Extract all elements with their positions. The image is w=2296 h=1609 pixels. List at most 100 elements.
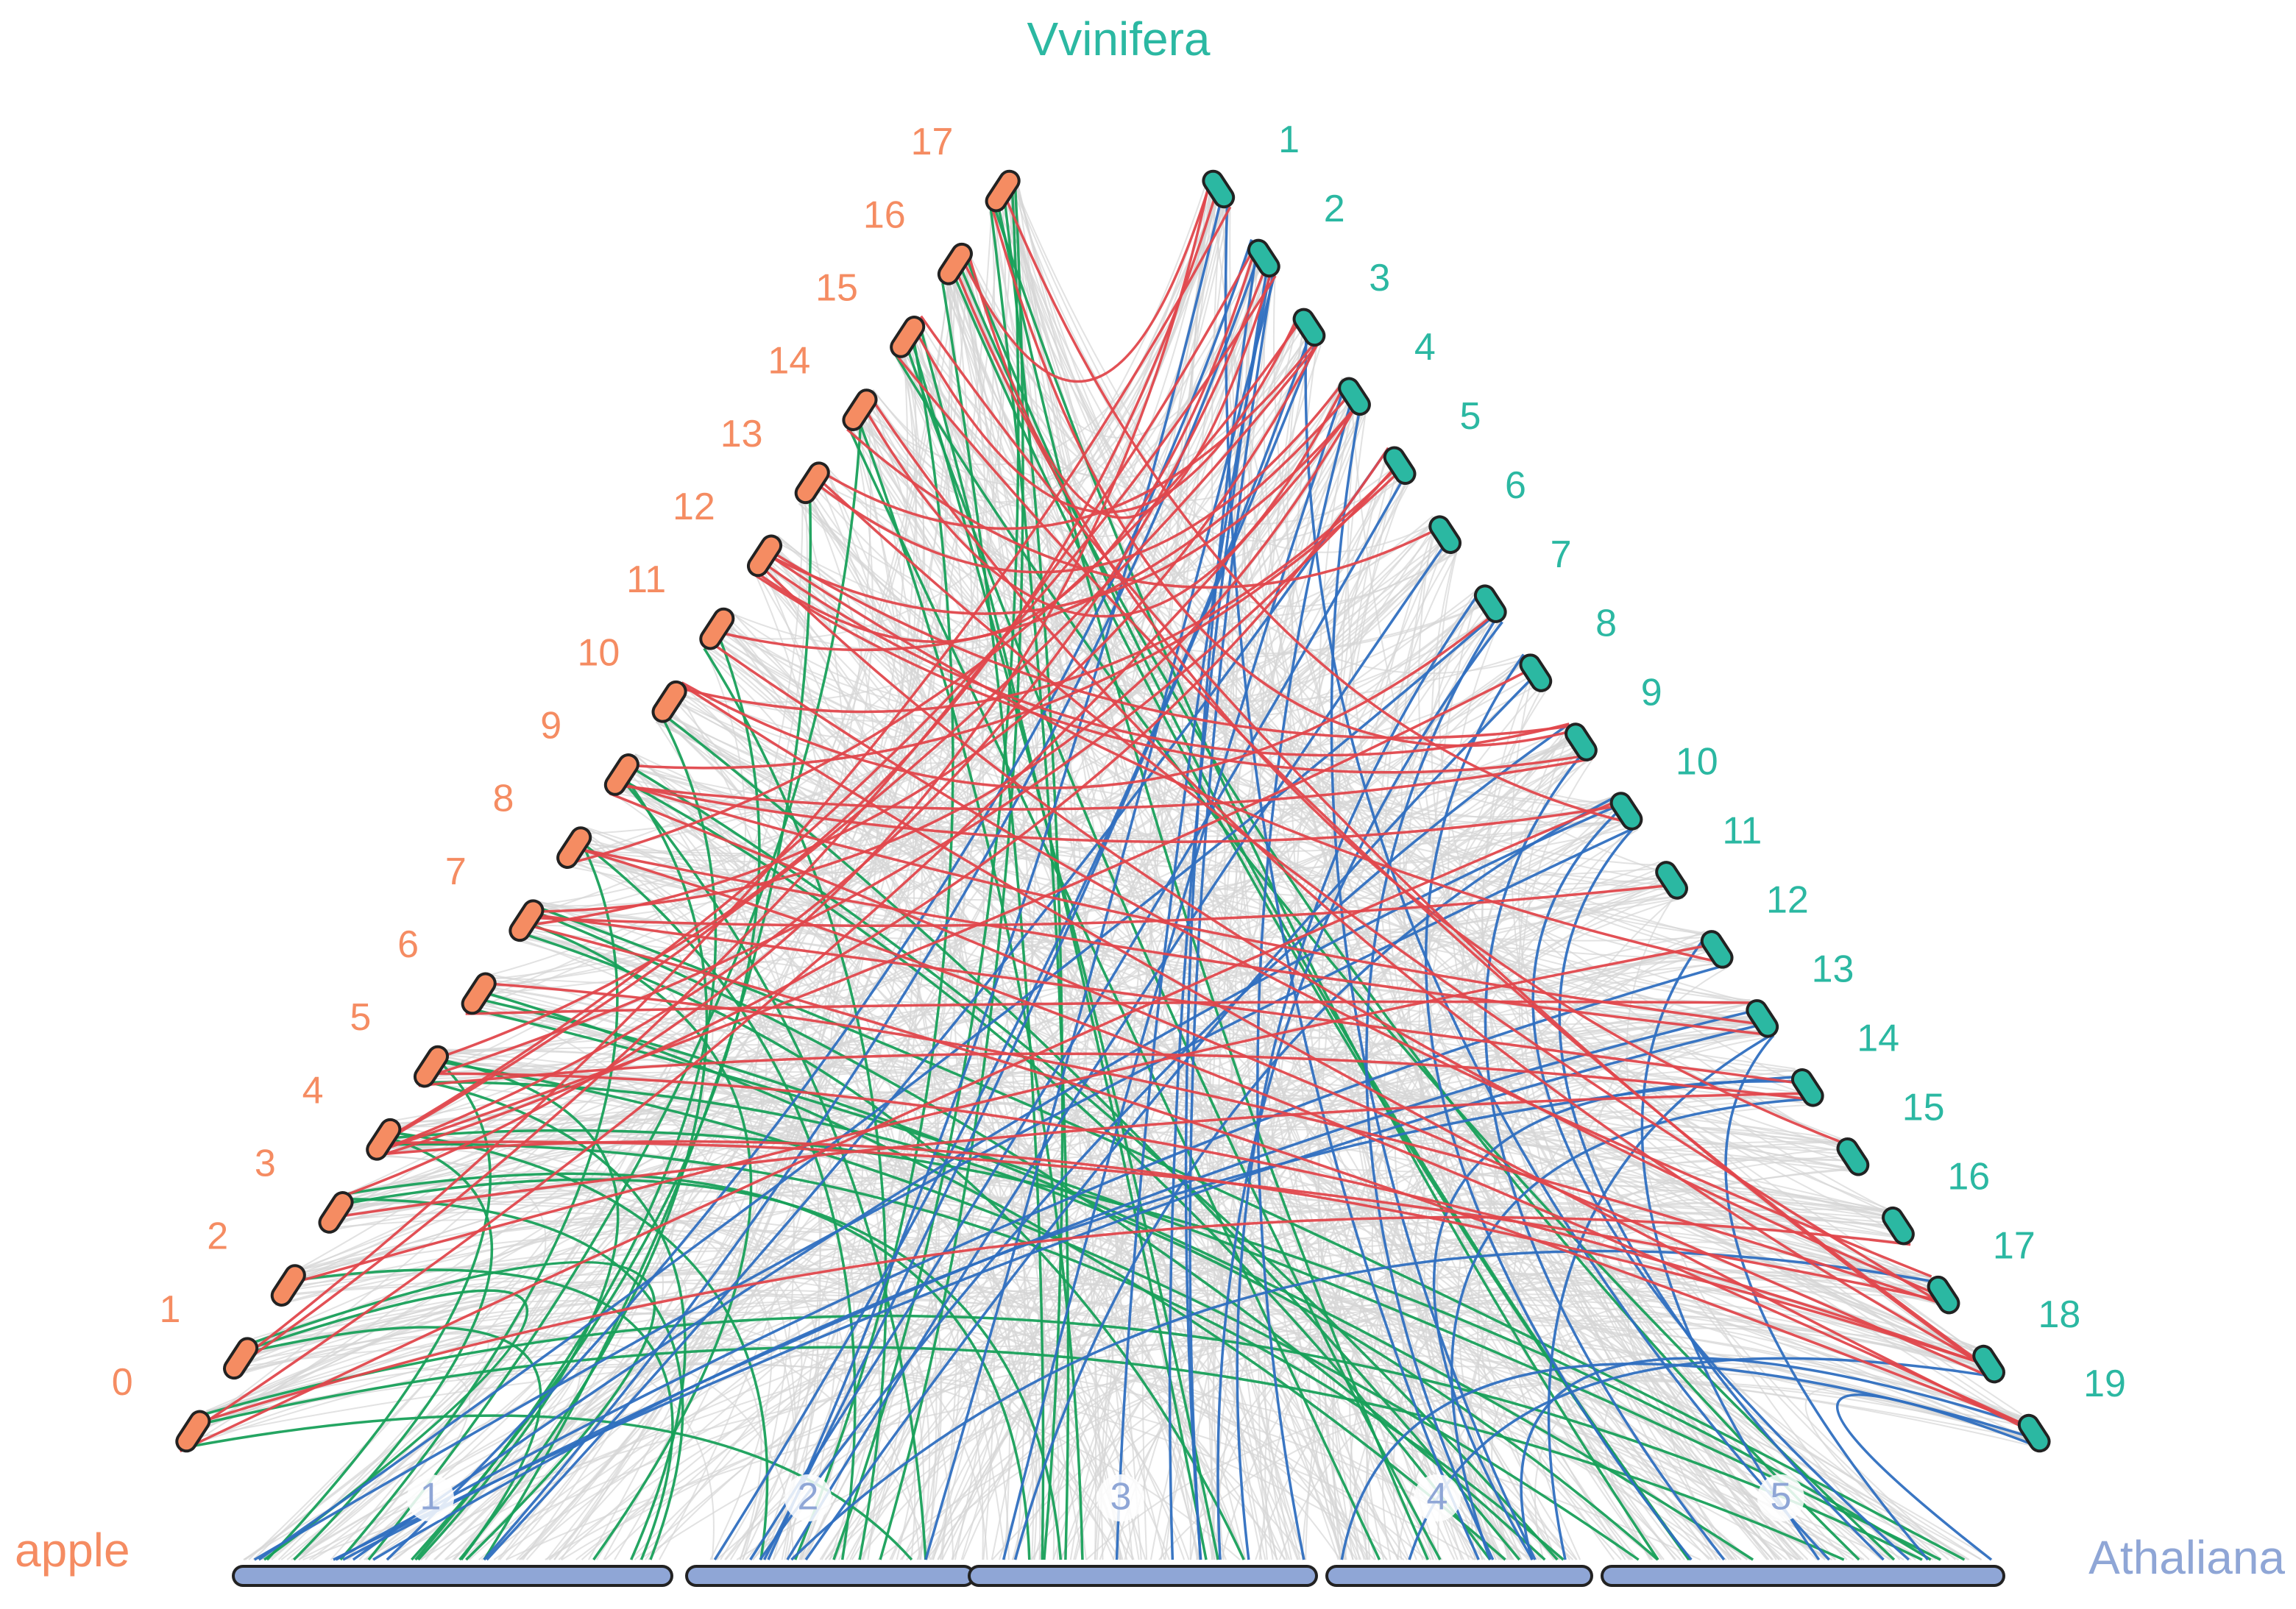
chromosome: [1885, 1209, 1912, 1243]
link: [1386, 1069, 1797, 1560]
link: [330, 1211, 1388, 1560]
link: [614, 757, 1592, 811]
link: [615, 782, 1623, 843]
link: [332, 322, 1307, 1218]
synteny-links: [179, 171, 2047, 1561]
chromosome: [702, 610, 732, 647]
link: [1286, 320, 1836, 1560]
chromosome: [988, 172, 1018, 210]
link: [1331, 477, 1560, 1560]
link: [426, 1072, 1991, 1368]
link: [325, 1218, 1115, 1560]
link: [708, 640, 1932, 1278]
chromosome: [1205, 172, 1233, 206]
chromosome-label: 7: [1551, 533, 1572, 576]
chromosome: [1793, 1071, 1821, 1104]
link: [418, 1052, 1816, 1101]
link: [535, 905, 1966, 1561]
link: [421, 1079, 687, 1560]
link: [848, 426, 1247, 1560]
link: [662, 711, 1669, 900]
label-background: [1097, 1474, 1144, 1521]
link: [370, 447, 1389, 1160]
chromosome-label: 18: [2038, 1293, 2081, 1336]
link: [920, 315, 1997, 1377]
link: [417, 1057, 620, 1561]
link: [258, 612, 1498, 1561]
link: [723, 617, 940, 1560]
link: [1230, 384, 1348, 1560]
link: [391, 1118, 1969, 1560]
link: [1484, 748, 1726, 1561]
link: [1400, 522, 1660, 1560]
link: [619, 776, 927, 1560]
chromosome-label: 14: [1857, 1017, 1899, 1059]
link: [918, 319, 2023, 1416]
link: [1572, 1029, 1793, 1560]
link: [532, 401, 1360, 913]
chromosome-label: 4: [1427, 1476, 1448, 1519]
link: [772, 543, 1850, 1152]
link: [386, 238, 1253, 1561]
link: [347, 1172, 1031, 1560]
link: [423, 462, 1400, 1079]
link: [1317, 463, 1400, 1560]
link: [525, 920, 753, 1561]
chromosome: [845, 391, 875, 428]
link: [1626, 889, 1901, 1560]
chromosome: [654, 683, 684, 720]
chromosome-label: 3: [1110, 1476, 1132, 1519]
link: [188, 547, 1454, 1440]
link: [857, 1140, 1843, 1560]
link: [392, 861, 1660, 1560]
link: [373, 1140, 1991, 1368]
link: [485, 981, 1952, 1308]
link: [862, 382, 1347, 618]
link: [352, 803, 1623, 1561]
link: [460, 831, 705, 1560]
chromosome: [1431, 518, 1459, 551]
link: [203, 1314, 1923, 1561]
link: [768, 424, 923, 1560]
link: [823, 463, 1634, 824]
label-background: [784, 1474, 832, 1521]
link: [525, 447, 1389, 924]
link: [441, 1048, 1038, 1560]
chromosome: [940, 245, 970, 283]
link: [419, 1083, 1727, 1560]
link: [291, 1268, 674, 1560]
link: [515, 936, 882, 1560]
link: [1305, 802, 1622, 1560]
link: [849, 344, 1322, 1560]
link: [246, 1289, 528, 1561]
link: [804, 672, 1537, 1560]
link: [1450, 1097, 1815, 1560]
link: [762, 338, 1319, 1560]
link: [944, 279, 1809, 1560]
link: [253, 1280, 595, 1560]
chromosome-label: 10: [1676, 741, 1718, 784]
link: [480, 990, 1506, 1561]
chromosome-label: 6: [397, 923, 419, 966]
link: [846, 1032, 1773, 1560]
link: [1256, 394, 1355, 1560]
chromosome: [369, 1120, 399, 1158]
link: [375, 262, 1269, 1154]
link: [1330, 405, 1537, 1560]
link: [894, 328, 1311, 537]
link: [1547, 1033, 1774, 1560]
link: [206, 1346, 1534, 1560]
chromosome: [416, 1048, 447, 1085]
link: [634, 753, 1955, 1313]
link: [380, 341, 1320, 1144]
link: [794, 330, 954, 1560]
chromosome: [1386, 449, 1414, 483]
link: [1481, 669, 1738, 1560]
link: [965, 246, 1305, 1560]
link: [1002, 190, 1635, 825]
link: [1371, 897, 1684, 1560]
genome-title: Vvinifera: [1027, 13, 1211, 65]
link: [989, 209, 1070, 1560]
link: [518, 758, 1592, 1560]
link: [367, 407, 863, 1561]
